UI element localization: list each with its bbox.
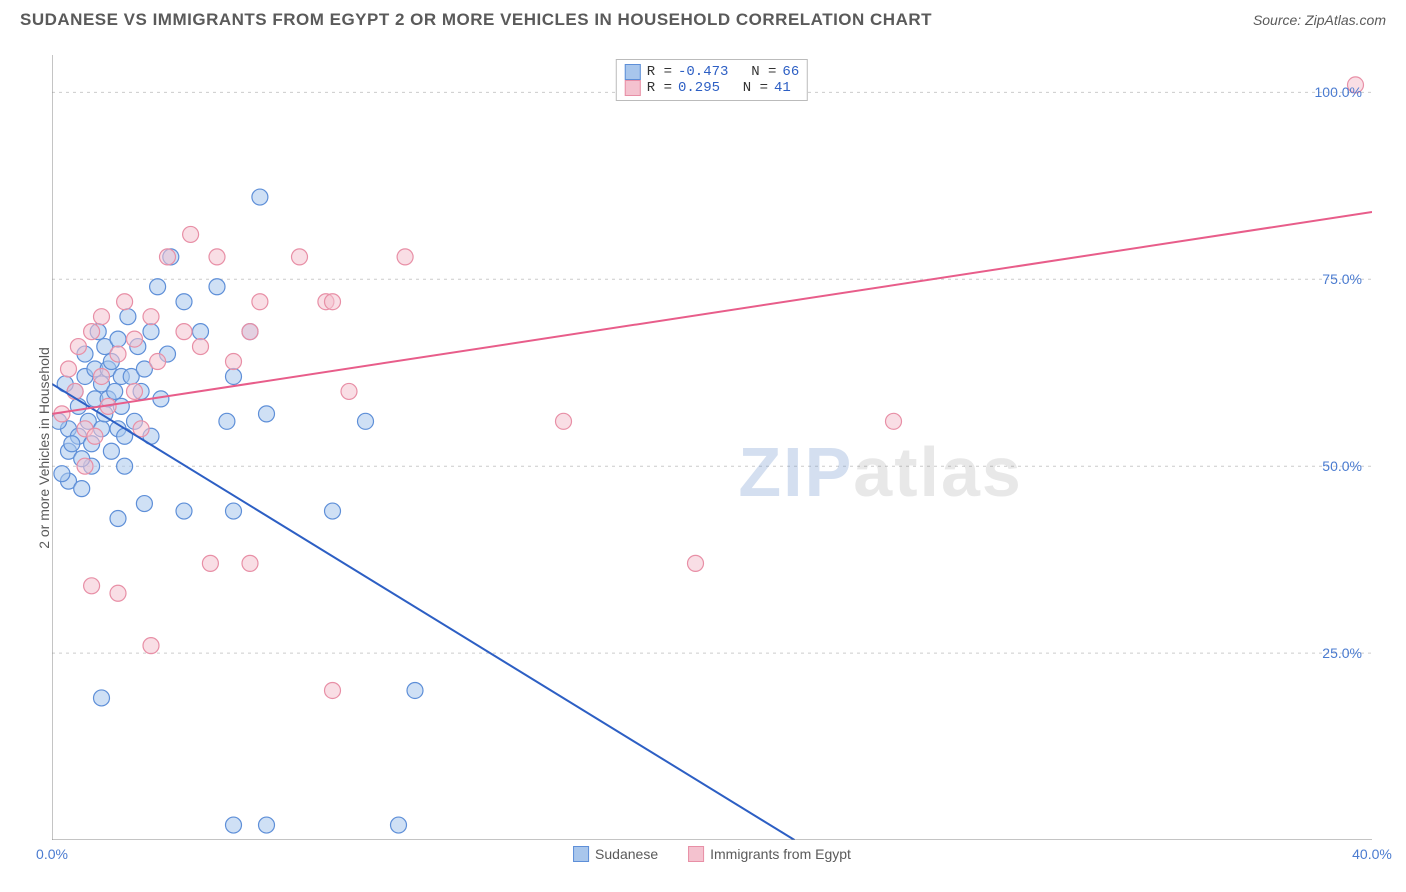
- swatch-sudanese: [625, 64, 641, 80]
- r-value-egypt: 0.295: [678, 80, 720, 96]
- series-legend: Sudanese Immigrants from Egypt: [573, 846, 851, 862]
- y-axis-label: 2 or more Vehicles in Household: [36, 347, 52, 549]
- scatter-plot: [52, 55, 1372, 840]
- legend-item-sudanese: Sudanese: [573, 846, 658, 862]
- legend-row-sudanese: R = -0.473 N = 66: [625, 64, 799, 80]
- source-label: Source: ZipAtlas.com: [1253, 12, 1386, 28]
- swatch-icon: [573, 846, 589, 862]
- y-tick-label: 50.0%: [1322, 458, 1362, 474]
- legend-label: Sudanese: [595, 846, 658, 862]
- legend-item-egypt: Immigrants from Egypt: [688, 846, 851, 862]
- swatch-egypt: [625, 80, 641, 96]
- y-tick-label: 75.0%: [1322, 271, 1362, 287]
- swatch-icon: [688, 846, 704, 862]
- chart-area: 2 or more Vehicles in Household R = -0.4…: [52, 55, 1372, 840]
- x-tick-label: 0.0%: [36, 846, 68, 862]
- legend-row-egypt: R = 0.295 N = 41: [625, 80, 799, 96]
- legend-label: Immigrants from Egypt: [710, 846, 851, 862]
- y-tick-label: 25.0%: [1322, 645, 1362, 661]
- n-value-egypt: 41: [774, 80, 791, 96]
- n-value-sudanese: 66: [782, 64, 799, 80]
- r-value-sudanese: -0.473: [678, 64, 728, 80]
- y-tick-label: 100.0%: [1315, 84, 1362, 100]
- chart-title: SUDANESE VS IMMIGRANTS FROM EGYPT 2 OR M…: [20, 10, 932, 30]
- watermark: ZIPatlas: [738, 432, 1022, 512]
- correlation-legend: R = -0.473 N = 66 R = 0.295 N = 41: [616, 59, 808, 101]
- x-tick-label: 40.0%: [1352, 846, 1392, 862]
